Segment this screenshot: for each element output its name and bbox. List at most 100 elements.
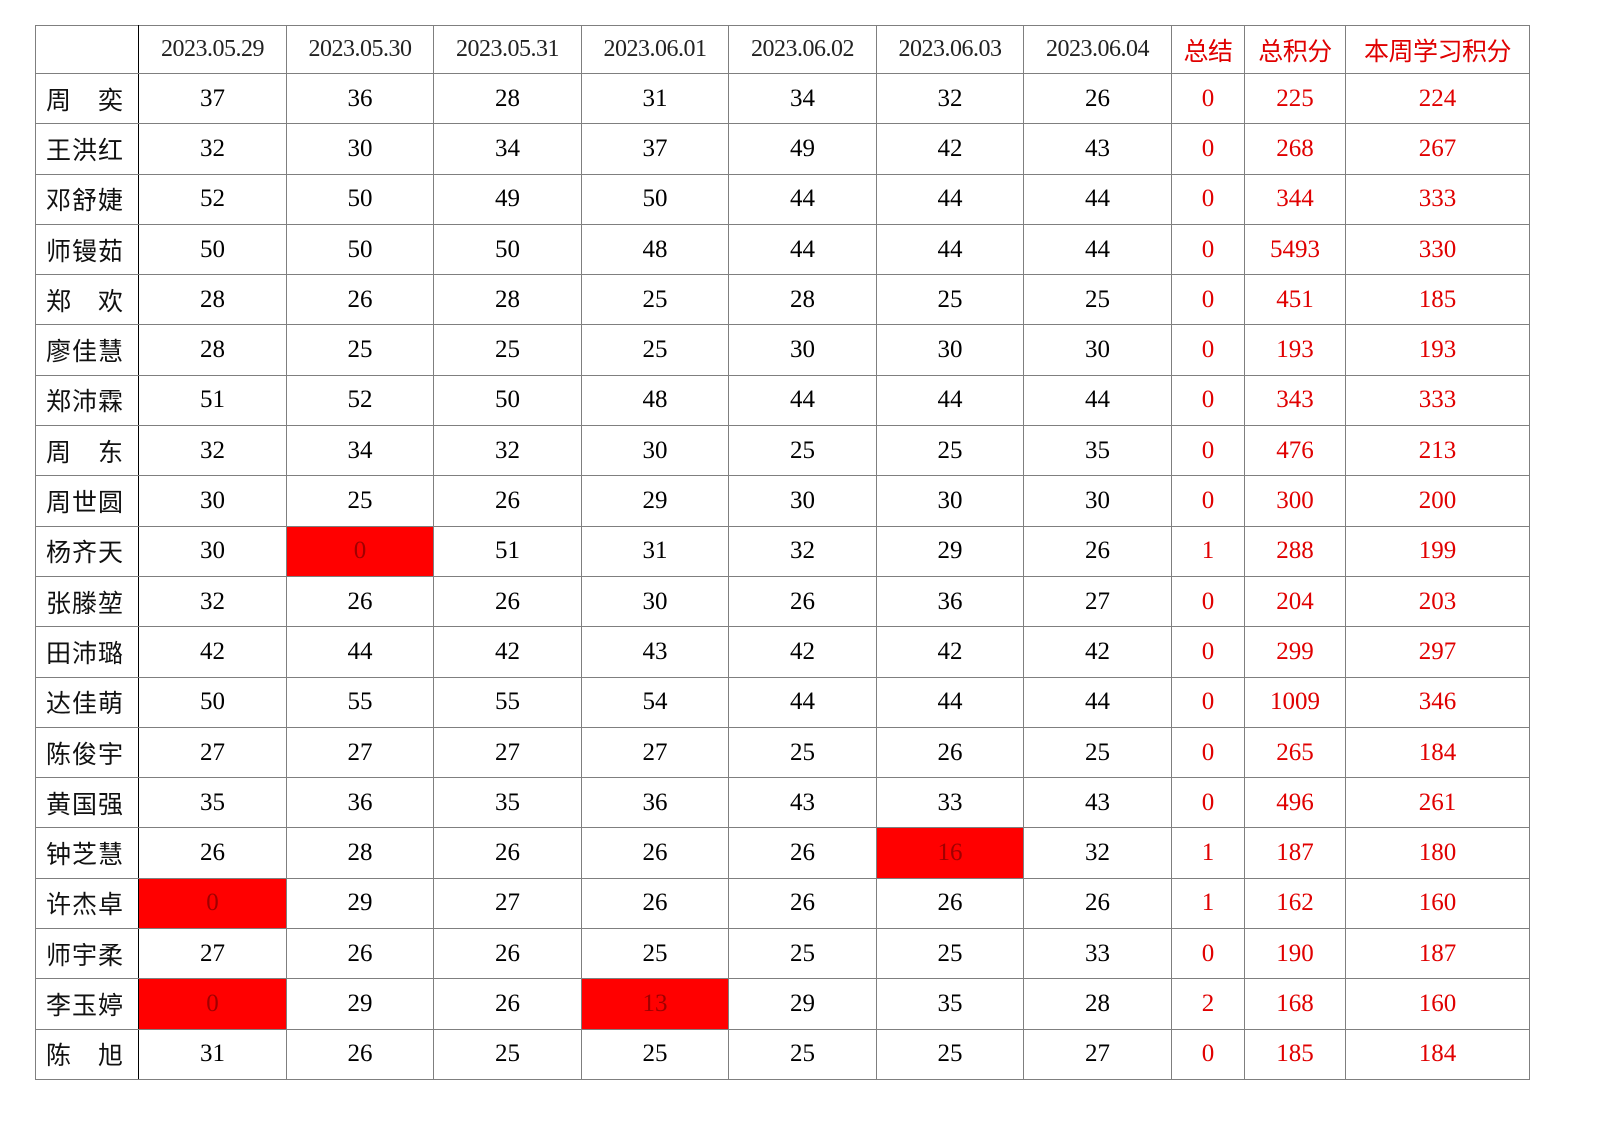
student-name-cell[interactable]: 周 东 — [35, 425, 139, 477]
daily-score-cell[interactable]: 30 — [728, 324, 877, 376]
total-score-cell[interactable]: 300 — [1244, 475, 1346, 527]
daily-score-cell[interactable]: 26 — [433, 928, 582, 980]
weekly-score-cell[interactable]: 261 — [1345, 777, 1530, 829]
weekly-score-cell[interactable]: 330 — [1345, 223, 1530, 276]
total-score-cell[interactable]: 343 — [1244, 374, 1346, 427]
total-score-cell[interactable]: 187 — [1244, 827, 1346, 879]
summary-cell[interactable]: 0 — [1171, 425, 1245, 477]
daily-score-cell[interactable]: 44 — [286, 626, 434, 678]
summary-cell[interactable]: 0 — [1171, 72, 1245, 125]
daily-score-cell-flagged[interactable]: 0 — [138, 877, 287, 930]
daily-score-cell[interactable]: 26 — [286, 274, 434, 326]
total-score-cell[interactable]: 5493 — [1244, 223, 1346, 276]
daily-score-cell[interactable]: 30 — [286, 123, 434, 175]
daily-score-cell[interactable]: 30 — [876, 324, 1024, 376]
student-name-cell[interactable]: 周世圆 — [35, 475, 139, 527]
weekly-score-cell[interactable]: 203 — [1345, 575, 1530, 628]
summary-cell[interactable]: 0 — [1171, 475, 1245, 527]
daily-score-cell[interactable]: 32 — [1023, 827, 1172, 879]
student-name-cell[interactable]: 达佳萌 — [35, 676, 139, 728]
daily-score-cell[interactable]: 25 — [728, 1028, 877, 1080]
student-name-cell[interactable]: 黄国强 — [35, 777, 139, 829]
daily-score-cell[interactable]: 29 — [876, 525, 1024, 577]
daily-score-cell[interactable]: 50 — [286, 223, 434, 276]
daily-score-cell[interactable]: 29 — [581, 475, 729, 527]
daily-score-cell[interactable]: 28 — [728, 274, 877, 326]
daily-score-cell[interactable]: 25 — [876, 274, 1024, 326]
daily-score-cell-flagged[interactable]: 16 — [876, 827, 1024, 879]
student-name-cell[interactable]: 钟芝慧 — [35, 827, 139, 879]
daily-score-cell[interactable]: 44 — [876, 374, 1024, 427]
weekly-score-cell[interactable]: 213 — [1345, 425, 1530, 477]
daily-score-cell[interactable]: 26 — [286, 575, 434, 628]
daily-score-cell[interactable]: 27 — [581, 726, 729, 779]
daily-score-cell[interactable]: 25 — [876, 425, 1024, 477]
student-name-cell[interactable]: 杨齐天 — [35, 525, 139, 577]
summary-cell[interactable]: 1 — [1171, 877, 1245, 930]
daily-score-cell[interactable]: 30 — [728, 475, 877, 527]
student-name-cell[interactable]: 周 奕 — [35, 72, 139, 125]
total-score-cell[interactable]: 204 — [1244, 575, 1346, 628]
weekly-score-cell[interactable]: 224 — [1345, 72, 1530, 125]
daily-score-cell[interactable]: 26 — [433, 475, 582, 527]
daily-score-cell[interactable]: 42 — [876, 123, 1024, 175]
daily-score-cell[interactable]: 27 — [286, 726, 434, 779]
daily-score-cell[interactable]: 44 — [876, 223, 1024, 276]
daily-score-cell[interactable]: 31 — [581, 525, 729, 577]
daily-score-cell[interactable]: 49 — [433, 173, 582, 225]
daily-score-cell[interactable]: 50 — [433, 374, 582, 427]
student-name-cell[interactable]: 郑沛霖 — [35, 374, 139, 427]
total-score-cell[interactable]: 193 — [1244, 324, 1346, 376]
daily-score-cell[interactable]: 36 — [286, 72, 434, 125]
daily-score-cell[interactable]: 27 — [138, 928, 287, 980]
daily-score-cell[interactable]: 44 — [728, 223, 877, 276]
daily-score-cell[interactable]: 44 — [728, 676, 877, 728]
daily-score-cell[interactable]: 44 — [1023, 676, 1172, 728]
daily-score-cell[interactable]: 50 — [138, 676, 287, 728]
student-name-cell[interactable]: 陈俊宇 — [35, 726, 139, 779]
daily-score-cell[interactable]: 44 — [876, 173, 1024, 225]
total-score-cell[interactable]: 476 — [1244, 425, 1346, 477]
summary-cell[interactable]: 0 — [1171, 626, 1245, 678]
daily-score-cell[interactable]: 48 — [581, 374, 729, 427]
daily-score-cell[interactable]: 26 — [286, 928, 434, 980]
daily-score-cell[interactable]: 43 — [1023, 777, 1172, 829]
weekly-score-cell[interactable]: 187 — [1345, 928, 1530, 980]
daily-score-cell[interactable]: 33 — [876, 777, 1024, 829]
daily-score-cell[interactable]: 35 — [433, 777, 582, 829]
student-name-cell[interactable]: 田沛璐 — [35, 626, 139, 678]
total-score-cell[interactable]: 168 — [1244, 978, 1346, 1030]
weekly-score-cell[interactable]: 333 — [1345, 173, 1530, 225]
daily-score-cell[interactable]: 37 — [581, 123, 729, 175]
total-score-cell[interactable]: 299 — [1244, 626, 1346, 678]
weekly-score-cell[interactable]: 200 — [1345, 475, 1530, 527]
daily-score-cell[interactable]: 55 — [433, 676, 582, 728]
daily-score-cell[interactable]: 27 — [433, 877, 582, 930]
daily-score-cell[interactable]: 28 — [138, 324, 287, 376]
daily-score-cell[interactable]: 31 — [138, 1028, 287, 1080]
weekly-score-cell[interactable]: 333 — [1345, 374, 1530, 427]
daily-score-cell[interactable]: 26 — [876, 877, 1024, 930]
daily-score-cell[interactable]: 26 — [1023, 877, 1172, 930]
daily-score-cell-flagged[interactable]: 13 — [581, 978, 729, 1030]
daily-score-cell[interactable]: 30 — [1023, 475, 1172, 527]
total-score-cell[interactable]: 496 — [1244, 777, 1346, 829]
daily-score-cell[interactable]: 42 — [728, 626, 877, 678]
daily-score-cell[interactable]: 26 — [433, 575, 582, 628]
daily-score-cell[interactable]: 25 — [876, 1028, 1024, 1080]
daily-score-cell[interactable]: 36 — [581, 777, 729, 829]
daily-score-cell[interactable]: 44 — [1023, 374, 1172, 427]
daily-score-cell[interactable]: 25 — [581, 1028, 729, 1080]
daily-score-cell[interactable]: 51 — [138, 374, 287, 427]
daily-score-cell[interactable]: 30 — [581, 575, 729, 628]
daily-score-cell[interactable]: 25 — [581, 324, 729, 376]
total-score-cell[interactable]: 225 — [1244, 72, 1346, 125]
daily-score-cell[interactable]: 28 — [433, 274, 582, 326]
total-score-cell[interactable]: 344 — [1244, 173, 1346, 225]
daily-score-cell[interactable]: 50 — [433, 223, 582, 276]
student-name-cell[interactable]: 师镘茹 — [35, 223, 139, 276]
daily-score-cell[interactable]: 49 — [728, 123, 877, 175]
weekly-score-cell[interactable]: 346 — [1345, 676, 1530, 728]
weekly-score-cell[interactable]: 297 — [1345, 626, 1530, 678]
daily-score-cell[interactable]: 42 — [876, 626, 1024, 678]
